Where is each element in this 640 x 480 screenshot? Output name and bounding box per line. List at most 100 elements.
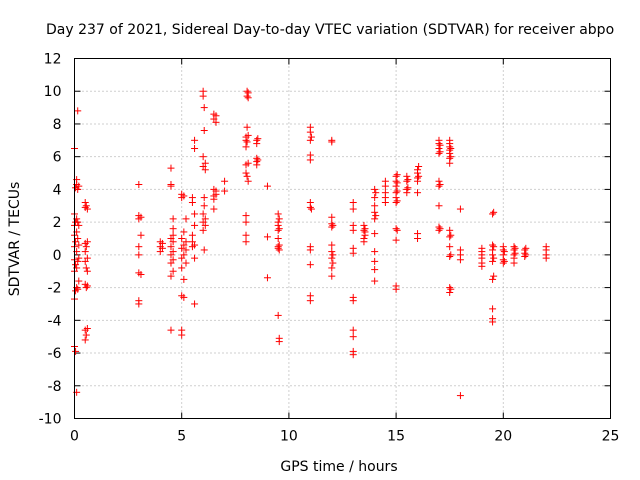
data-point [274, 244, 282, 252]
data-point [75, 277, 83, 285]
data-point [242, 238, 250, 246]
data-point [178, 235, 186, 242]
data-point [392, 199, 400, 206]
data-point [210, 205, 218, 213]
data-point [180, 293, 188, 301]
chart-title: Day 237 of 2021, Sidereal Day-to-day VTE… [46, 22, 614, 38]
data-point [521, 253, 529, 260]
data-point [82, 331, 90, 339]
data-point [328, 264, 336, 272]
data-point [447, 285, 455, 293]
y-tick-label: -6 [48, 346, 62, 362]
data-point [254, 156, 262, 164]
data-point [221, 177, 229, 185]
data-point [242, 231, 250, 239]
data-point [456, 392, 464, 400]
data-point [263, 233, 271, 241]
data-point [436, 141, 444, 149]
data-point [244, 159, 252, 167]
data-point [200, 104, 208, 112]
data-point [307, 133, 315, 141]
data-point [447, 145, 455, 152]
data-point [478, 262, 486, 270]
data-point [456, 205, 464, 213]
data-point [83, 238, 91, 246]
data-point [275, 246, 283, 254]
data-point [436, 225, 444, 233]
data-point [243, 138, 251, 146]
data-point [180, 251, 188, 259]
data-point [275, 225, 283, 233]
data-point [306, 246, 314, 254]
data-point [244, 177, 252, 185]
data-point [489, 257, 497, 265]
data-point [199, 226, 207, 234]
y-tick-label: -10 [39, 412, 62, 428]
data-point [243, 123, 251, 131]
x-tick-label: 25 [602, 429, 620, 445]
y-tick-label: 8 [53, 117, 62, 133]
data-point [83, 267, 91, 275]
data-point [392, 225, 400, 233]
data-point [510, 259, 518, 267]
data-point [403, 177, 411, 185]
data-point [372, 189, 380, 197]
data-point [254, 135, 262, 143]
y-tick-label: -8 [48, 379, 62, 395]
data-point [435, 182, 443, 190]
data-point [328, 272, 336, 280]
data-point [415, 163, 423, 170]
data-point [263, 274, 271, 282]
data-point [328, 223, 336, 231]
data-point [74, 285, 82, 293]
data-point [158, 244, 166, 252]
data-point [274, 226, 282, 234]
data-point [182, 238, 190, 246]
data-point [392, 182, 400, 190]
data-point [349, 333, 357, 341]
data-point [306, 203, 314, 211]
data-point [74, 257, 82, 265]
y-tick-label: 12 [44, 52, 62, 68]
data-point [415, 172, 423, 180]
data-point [446, 243, 454, 251]
data-point [371, 194, 379, 202]
data-point [212, 190, 220, 198]
y-axis-tick-labels: -10 -8 -6 -4 -2 0 2 4 6 8 10 12 [39, 52, 62, 428]
data-point [499, 259, 507, 267]
data-point [414, 235, 422, 242]
data-point [360, 226, 368, 234]
data-point [191, 145, 199, 152]
data-point [447, 153, 455, 161]
data-point [210, 195, 218, 203]
data-point [200, 194, 208, 202]
data-point [169, 238, 177, 246]
x-tick-label: 15 [387, 429, 405, 445]
data-point [135, 251, 143, 259]
data-point [212, 112, 220, 120]
plot-frame [74, 58, 611, 419]
data-point [436, 148, 444, 156]
data-point [371, 208, 379, 216]
data-point [306, 136, 314, 144]
data-point [500, 248, 508, 256]
data-point [329, 251, 337, 259]
data-point [201, 159, 209, 167]
data-point [243, 172, 251, 180]
data-point [435, 202, 443, 210]
data-point [392, 236, 400, 244]
data-point [393, 197, 401, 205]
data-point [191, 136, 199, 144]
x-tick-label: 10 [280, 429, 298, 445]
data-point [274, 311, 282, 319]
x-axis-label: GPS time / hours [280, 459, 397, 475]
data-point [182, 259, 190, 267]
data-point [169, 267, 177, 275]
data-point [436, 181, 444, 188]
data-point [188, 199, 196, 206]
data-point [393, 171, 401, 179]
data-point [244, 94, 252, 102]
data-point [242, 143, 250, 151]
data-point [82, 243, 90, 251]
